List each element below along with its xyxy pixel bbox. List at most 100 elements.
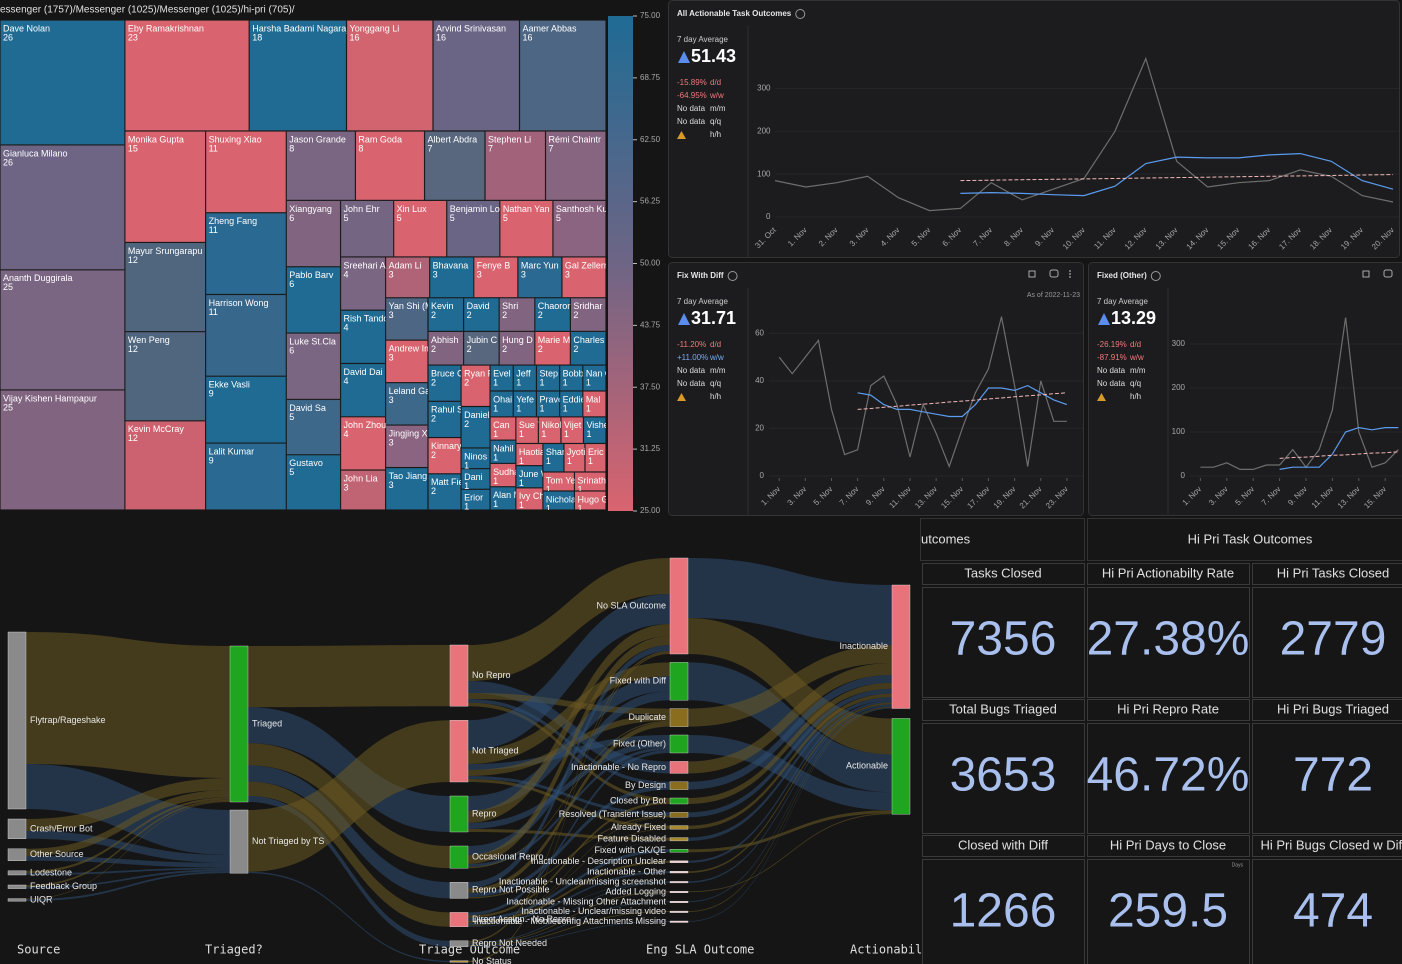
treemap-rect [385, 382, 428, 426]
cell-name: Vijet [564, 420, 582, 430]
tile-title-box [1087, 563, 1250, 585]
cell-name: Xin Lux [397, 204, 428, 214]
cell-name: Albert Abdra [428, 134, 478, 144]
cell-value: 3 [389, 480, 394, 490]
sankey-link [26, 797, 230, 874]
stat-period: h/h [710, 392, 721, 401]
cell-name: Yonggang Li [350, 23, 400, 33]
cell-value: 5 [397, 213, 402, 223]
cell-value: 2 [464, 419, 469, 429]
sankey-link [468, 779, 670, 829]
treemap-rect [485, 130, 546, 201]
node-label: UIQR [30, 894, 53, 904]
y-tick-label: 200 [757, 126, 771, 135]
node-label: Fixed with Diff [610, 676, 667, 686]
sankey-node [669, 910, 689, 913]
cell-value: 1 [493, 429, 498, 439]
cell-name: Dave Nolan [3, 23, 50, 33]
node-label: Inactionable - Mobileconfig Attachments … [474, 916, 666, 926]
cell-value: 15 [128, 143, 138, 153]
kpi-header [920, 518, 1085, 561]
cell-name: Kevin [431, 301, 454, 311]
sankey-link [688, 697, 892, 841]
stat-period: m/m [710, 104, 726, 113]
cell-name: Mayur Srungarapu [128, 246, 203, 256]
sankey-link [26, 778, 230, 831]
treemap-rect [205, 212, 287, 295]
cell-name: Luke St.Cla [289, 336, 336, 346]
cell-value: 1 [519, 429, 524, 439]
treemap-rect [340, 200, 394, 257]
up-triangle [678, 51, 690, 63]
cell-value: 2 [431, 344, 436, 354]
stat-value: -64.95% [677, 91, 707, 100]
tile-title: Hi Pri Tasks Closed [1277, 565, 1389, 580]
cell-value: 1 [539, 403, 544, 413]
average-value: 31.71 [691, 308, 736, 328]
cell-name: John Zhou [344, 420, 387, 430]
node-label: Duplicate [628, 712, 666, 722]
cell-name: Tom Ye [546, 475, 576, 485]
cell-name: Ekke Vasli [209, 380, 250, 390]
treemap-rect [582, 390, 607, 417]
treemap-rect [286, 399, 341, 455]
cell-value: 12 [128, 344, 138, 354]
treemap-rect [461, 365, 491, 407]
treemap-rect [563, 443, 585, 472]
sankey-link [468, 776, 670, 816]
sankey-link [468, 860, 670, 923]
sankey-link [688, 810, 892, 853]
y-tick-label: 0 [760, 471, 765, 480]
cell-name: Tao Jiang [389, 471, 428, 481]
stat-value: +11.00% [677, 353, 708, 362]
treemap-rect [552, 200, 606, 257]
cell-value: 23 [128, 32, 138, 42]
cell-value: 1 [493, 476, 498, 486]
sankey-link [468, 785, 670, 898]
treemap-rect [461, 489, 491, 510]
expand-icon [1028, 270, 1036, 278]
warning-icon [677, 131, 686, 139]
sankey-link [26, 856, 230, 868]
node-label: Feedback Group [30, 881, 97, 891]
cell-value: 26 [3, 157, 13, 167]
cell-name: Eric Do [588, 447, 618, 457]
node-label: Fixed with GK/QE [594, 845, 666, 855]
cell-name: Adam Li [389, 260, 422, 270]
treemap-rect [574, 490, 607, 511]
cell-value: 2 [431, 310, 436, 320]
tile-title-box [1087, 699, 1250, 721]
treemap-cell: David Sa5 [286, 399, 341, 455]
treemap-rect [490, 440, 516, 464]
cell-name: Gustavo [289, 458, 323, 468]
up-triangle [678, 313, 690, 325]
tile-value: 3653 [950, 749, 1057, 802]
cell-value: 25 [3, 282, 13, 292]
cell-value: 7 [428, 143, 433, 153]
tile-value-box [1252, 723, 1402, 834]
sankey-link [468, 911, 670, 947]
cell-name: Pablo Barv [289, 270, 334, 280]
node-label: No Repro [472, 670, 511, 680]
average-label: 7 day Average [1097, 297, 1149, 306]
treemap-rect [545, 130, 607, 201]
cell-value: 1 [519, 500, 524, 510]
sankey-link [688, 702, 892, 873]
cell-name: Mal [586, 394, 601, 404]
treemap-rect [463, 331, 500, 366]
links [26, 558, 892, 963]
treemap-rect [559, 390, 583, 417]
